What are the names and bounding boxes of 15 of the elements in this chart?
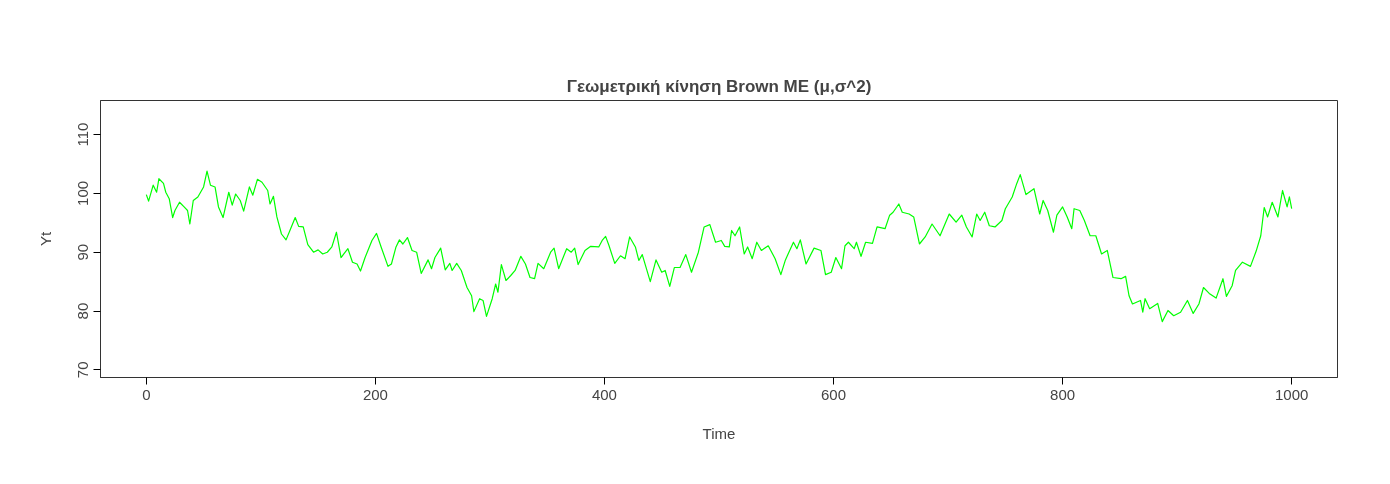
y-tick-label: 90: [74, 243, 92, 261]
y-tick-label: 110: [74, 122, 92, 147]
x-tick-label: 600: [821, 385, 847, 403]
x-axis-title: Time: [702, 424, 736, 442]
y-tick-label: 100: [74, 180, 92, 206]
line-series: [145, 170, 1293, 323]
chart-title: Γεωμετρική κίνηση Brown ME (μ,σ^2): [566, 76, 872, 96]
x-tick-label: 400: [591, 385, 617, 403]
y-tick-label: 80: [74, 302, 92, 320]
x-tick-label: 800: [1050, 385, 1076, 403]
x-tick-label: 1000: [1275, 385, 1309, 403]
x-tick-label: 200: [362, 385, 388, 403]
y-tick-label: 70: [74, 361, 92, 379]
y-axis-title: Yt: [36, 231, 54, 247]
x-tick-label: 0: [142, 385, 151, 403]
